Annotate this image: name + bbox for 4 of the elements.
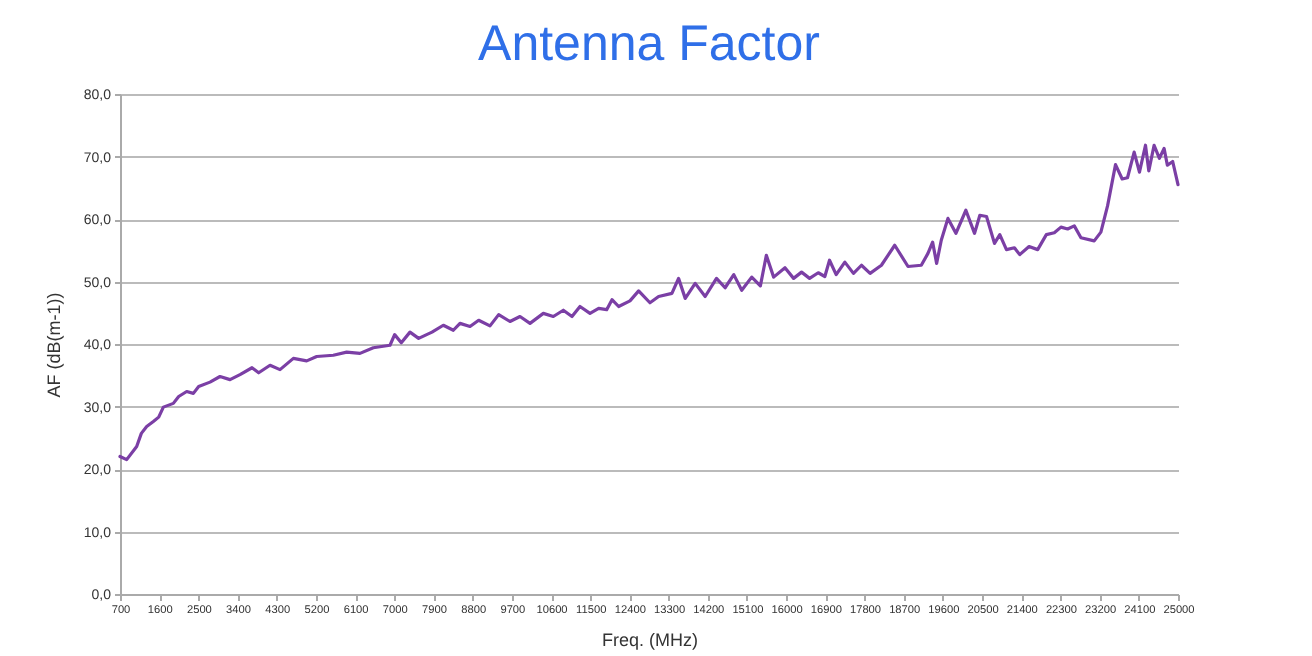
y-axis-title: AF (dB(m-1)) (43, 292, 64, 398)
chart-title: Antenna Factor (478, 16, 820, 72)
x-axis-title: Freq. (MHz) (602, 630, 698, 651)
line-series (118, 143, 1180, 462)
